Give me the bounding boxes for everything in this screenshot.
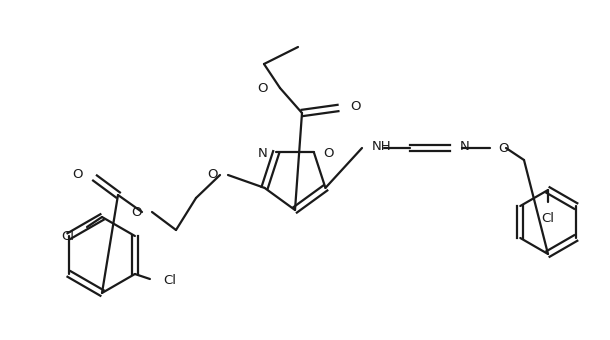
- Text: N: N: [257, 147, 267, 159]
- Text: O: O: [323, 147, 333, 159]
- Text: O: O: [73, 168, 83, 181]
- Text: O: O: [132, 205, 142, 219]
- Text: N: N: [460, 139, 470, 153]
- Text: O: O: [350, 100, 361, 113]
- Text: O: O: [207, 169, 218, 182]
- Text: Cl: Cl: [163, 274, 176, 288]
- Text: NH: NH: [372, 139, 392, 153]
- Text: Cl: Cl: [61, 231, 74, 243]
- Text: O: O: [257, 82, 268, 95]
- Text: O: O: [498, 141, 509, 154]
- Text: Cl: Cl: [542, 212, 554, 225]
